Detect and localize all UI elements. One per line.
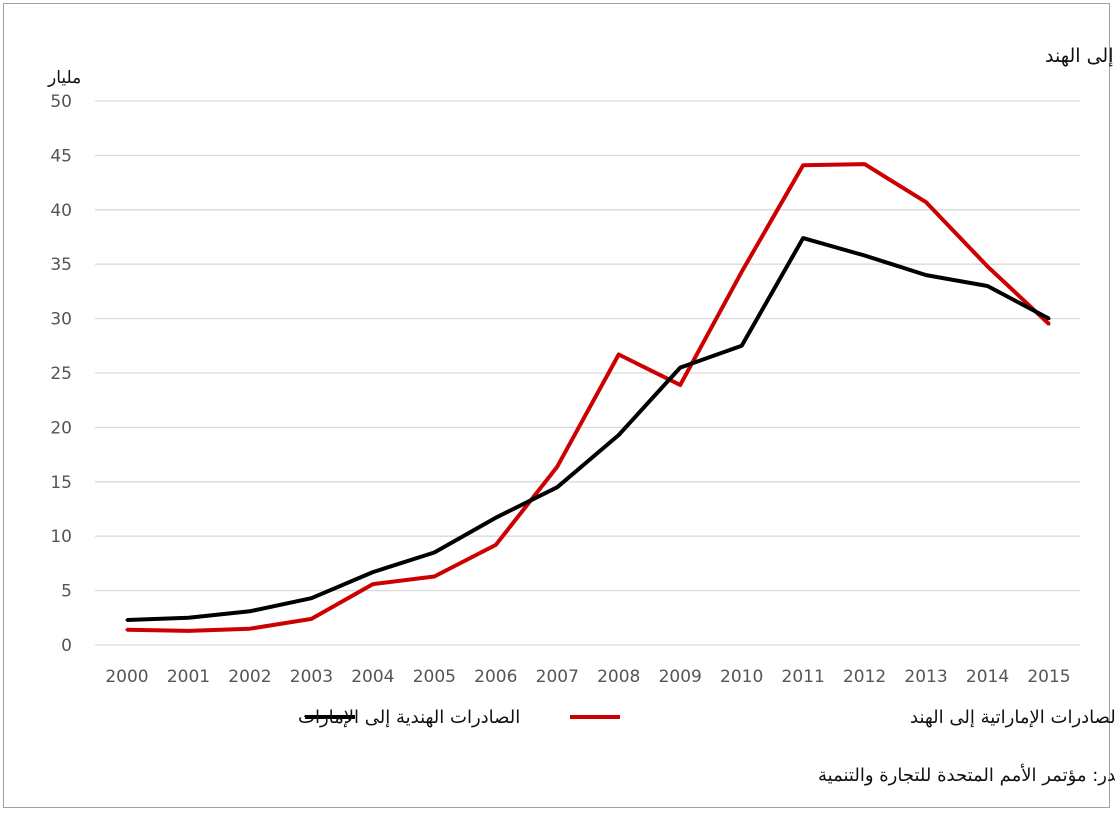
y-tick-label: 45 — [50, 146, 72, 166]
data-point — [678, 383, 682, 387]
data-point — [248, 609, 252, 613]
data-point — [371, 582, 375, 586]
data-point — [1047, 322, 1051, 326]
data-point — [986, 264, 990, 268]
data-point — [309, 617, 313, 621]
series-line-india-exports — [126, 236, 1050, 622]
y-tick-label: 0 — [61, 636, 72, 656]
x-tick-label: 2011 — [782, 667, 825, 687]
x-tick-label: 2007 — [536, 667, 579, 687]
y-tick-label: 10 — [50, 527, 72, 547]
data-point — [432, 574, 436, 578]
y-tick-label: 5 — [61, 582, 72, 602]
data-point — [555, 465, 559, 469]
data-point — [863, 253, 867, 257]
data-point — [186, 616, 190, 620]
x-tick-label: 2009 — [659, 667, 702, 687]
y-tick-label: 25 — [50, 364, 72, 384]
x-tick-label: 2006 — [474, 667, 517, 687]
chart-frame — [3, 3, 1110, 808]
data-point — [617, 433, 621, 437]
data-point — [309, 596, 313, 600]
data-point — [1047, 317, 1051, 321]
data-point — [740, 344, 744, 348]
data-point — [494, 516, 498, 520]
data-point — [678, 366, 682, 370]
data-point — [248, 627, 252, 631]
chart-title: بيانات الصادرات (مليارات الدولارات)/ الص… — [1045, 45, 1115, 68]
x-tick-label: 2014 — [966, 667, 1009, 687]
y-tick-label: 15 — [50, 473, 72, 493]
x-tick-label: 2000 — [105, 667, 148, 687]
gridlines — [95, 100, 1080, 646]
x-tick-label: 2012 — [843, 667, 886, 687]
x-tick-label: 2010 — [720, 667, 763, 687]
data-point — [371, 570, 375, 574]
legend-label-uae-exports: الصادرات الإماراتية إلى الهند — [910, 707, 1115, 728]
x-tick-label: 2004 — [351, 667, 394, 687]
data-point — [863, 162, 867, 166]
data-point — [740, 270, 744, 274]
data-point — [186, 629, 190, 633]
series-line-uae-exports — [126, 162, 1051, 633]
data-point — [924, 273, 928, 277]
x-tick-label: 2008 — [597, 667, 640, 687]
y-tick-label: 50 — [50, 92, 72, 112]
data-point — [432, 551, 436, 555]
data-point — [125, 628, 129, 632]
y-axis-label: مليار — [47, 68, 81, 88]
legend: الصادرات الهندية إلى الإمارات الصادرات ا… — [298, 707, 1115, 728]
x-tick-label: 2002 — [228, 667, 271, 687]
data-point — [555, 485, 559, 489]
x-tick-label: 2013 — [904, 667, 947, 687]
data-point — [494, 543, 498, 547]
data-point — [801, 163, 805, 167]
source-note: المصدر: مؤتمر الأمم المتحدة للتجارة والت… — [818, 764, 1115, 786]
data-point — [125, 618, 129, 622]
x-tick-label: 2003 — [290, 667, 333, 687]
y-tick-label: 40 — [50, 201, 72, 221]
data-point — [924, 200, 928, 204]
y-tick-label: 35 — [50, 255, 72, 275]
legend-label-india-exports: الصادرات الهندية إلى الإمارات — [298, 707, 520, 728]
y-tick-label: 30 — [50, 310, 72, 330]
data-point — [986, 284, 990, 288]
y-axis-ticks: 0 5 10 15 20 25 30 35 40 45 50 — [50, 92, 72, 656]
data-point — [801, 236, 805, 240]
data-point — [617, 353, 621, 357]
x-axis-ticks: 2000 2001 2002 2003 2004 2005 2006 2007 2008 2009… — [105, 667, 1070, 687]
x-tick-label: 2001 — [167, 667, 210, 687]
y-tick-label: 20 — [50, 418, 72, 438]
x-tick-label: 2005 — [413, 667, 456, 687]
series-lines — [125, 162, 1051, 633]
x-tick-label: 2015 — [1027, 667, 1070, 687]
